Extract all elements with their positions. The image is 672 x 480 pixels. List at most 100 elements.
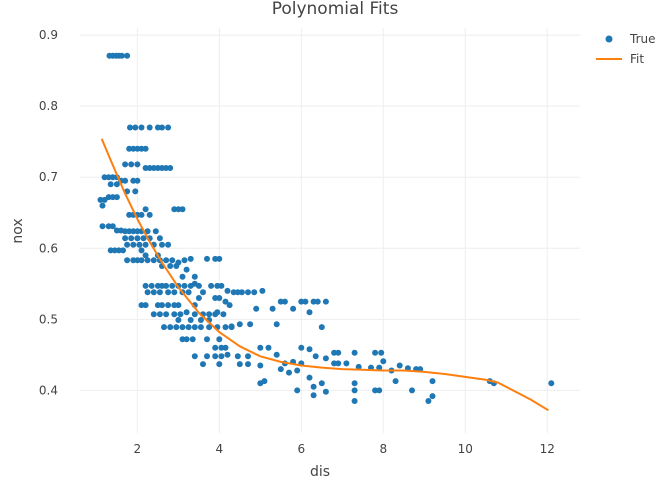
data-point (189, 336, 196, 343)
x-tick-label: 4 (216, 442, 224, 456)
data-point (312, 353, 319, 360)
data-point (306, 309, 313, 316)
data-point (115, 247, 122, 254)
data-point (122, 161, 129, 168)
data-point (136, 241, 143, 248)
data-point (113, 227, 120, 234)
legend-label-true: True (629, 32, 656, 46)
data-point (376, 387, 383, 394)
data-point (306, 346, 313, 353)
data-point (351, 398, 358, 404)
data-point (351, 349, 358, 356)
data-point (126, 228, 133, 235)
data-point (142, 282, 149, 289)
data-point (163, 282, 170, 289)
legend-item-fit[interactable]: Fit (596, 52, 644, 66)
data-point (548, 380, 555, 387)
data-point (286, 369, 292, 376)
data-point (204, 255, 210, 262)
data-point (322, 388, 329, 395)
data-point (99, 223, 106, 230)
data-point (150, 257, 157, 264)
data-point (234, 289, 241, 296)
data-point (197, 324, 204, 331)
data-point (294, 387, 301, 394)
legend-item-true[interactable]: True (605, 32, 656, 46)
data-point (224, 351, 231, 358)
data-point (179, 273, 186, 280)
grid-lines (80, 28, 580, 433)
data-point (163, 257, 170, 264)
data-point (322, 355, 329, 362)
series-true-markers (97, 52, 555, 404)
data-point (128, 235, 135, 242)
data-point (372, 387, 379, 394)
data-point (142, 145, 149, 152)
data-point (122, 235, 129, 242)
data-point (150, 311, 157, 318)
y-axis-title: nox (10, 218, 26, 243)
data-point (187, 255, 194, 262)
data-point (134, 235, 141, 242)
data-point (130, 145, 137, 152)
data-point (251, 289, 258, 296)
data-point (253, 305, 260, 312)
y-tick-label: 0.7 (39, 170, 58, 184)
data-point (159, 302, 165, 309)
y-tick-label: 0.6 (39, 241, 58, 255)
data-point (171, 302, 178, 309)
data-point (216, 295, 223, 301)
data-point (132, 188, 139, 195)
data-point (265, 344, 272, 351)
data-point (376, 364, 383, 371)
data-point (222, 324, 229, 331)
data-point (142, 252, 149, 259)
data-point (138, 211, 145, 218)
data-point (238, 289, 245, 296)
data-point (134, 161, 141, 168)
data-point (144, 228, 151, 235)
data-point (113, 181, 120, 188)
data-point (154, 302, 161, 309)
data-point (154, 165, 161, 171)
data-point (152, 228, 159, 235)
data-point (306, 374, 313, 381)
data-point (212, 311, 219, 318)
data-point (222, 298, 229, 305)
y-tick-label: 0.4 (39, 383, 58, 397)
data-point (183, 309, 190, 316)
data-point (245, 289, 251, 296)
data-point (310, 298, 317, 305)
data-point (171, 289, 178, 296)
data-point (163, 165, 170, 171)
data-point (171, 311, 178, 318)
data-point (220, 311, 227, 318)
data-point (318, 324, 325, 331)
data-point (273, 351, 280, 358)
data-point (351, 387, 358, 394)
data-point (138, 124, 145, 131)
data-point (200, 289, 206, 296)
data-point (179, 324, 186, 331)
data-point (187, 317, 194, 323)
data-point (134, 228, 141, 235)
data-point (261, 378, 268, 385)
data-point (132, 124, 139, 131)
data-point (230, 289, 237, 296)
data-point (351, 380, 358, 387)
data-point (148, 282, 155, 289)
data-point (159, 241, 165, 248)
data-point (124, 52, 131, 59)
data-point (343, 360, 350, 367)
data-point (105, 194, 112, 201)
data-point (142, 206, 149, 213)
data-point (181, 257, 188, 264)
data-point (378, 349, 385, 356)
data-point (177, 311, 184, 318)
data-point (138, 247, 145, 254)
data-point (183, 336, 190, 343)
data-point (156, 289, 163, 296)
data-point (124, 257, 131, 264)
data-point (206, 324, 213, 331)
legend: True Fit (596, 32, 656, 66)
